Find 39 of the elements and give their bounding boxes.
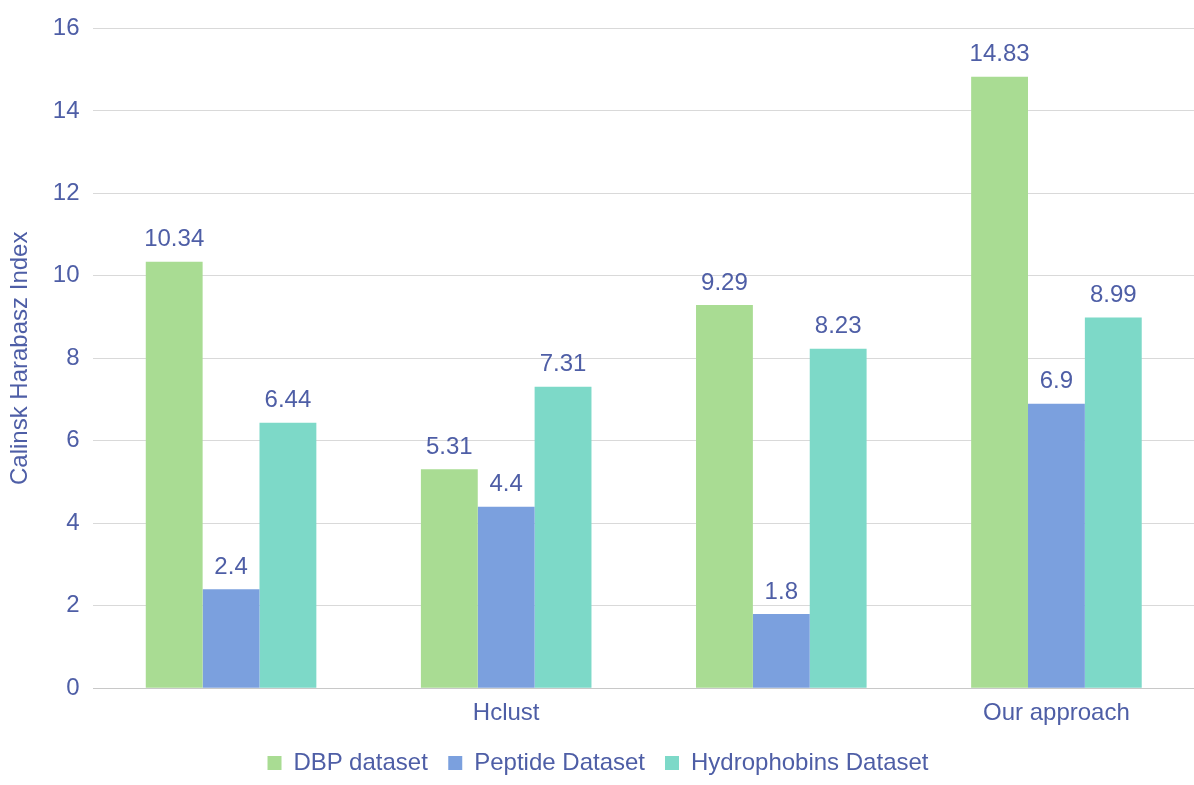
- bar: [145, 261, 203, 688]
- data-label: 2.4: [214, 551, 248, 579]
- bar: [259, 422, 317, 688]
- legend-label: Peptide Dataset: [474, 747, 646, 775]
- legend-label: DBP dataset: [293, 747, 429, 775]
- y-tick-label: 6: [66, 425, 80, 453]
- data-label: 7.31: [539, 349, 587, 377]
- data-label: 8.99: [1089, 280, 1137, 308]
- y-tick-label: 0: [66, 672, 80, 700]
- bar: [971, 76, 1029, 688]
- y-axis-title: Calinsk Harabasz Index: [5, 231, 33, 486]
- y-tick-label: 12: [52, 177, 80, 205]
- y-tick-label: 10: [52, 260, 80, 288]
- data-label: 4.4: [489, 469, 523, 497]
- data-label: 9.29: [701, 267, 748, 295]
- x-tick-label: Hclust: [472, 698, 540, 726]
- bar: [420, 469, 478, 688]
- x-tick-label: Our approach: [983, 698, 1130, 726]
- bar: [202, 589, 260, 688]
- data-label: 6.9: [1039, 366, 1074, 394]
- data-label: 5.31: [425, 431, 473, 459]
- y-tick-label: 16: [52, 13, 80, 41]
- bar: [752, 613, 810, 688]
- data-label: 8.23: [814, 311, 862, 339]
- data-label: 1.8: [764, 576, 798, 604]
- legend-label: Hydrophobins Dataset: [691, 747, 929, 775]
- data-label: 10.34: [144, 224, 205, 252]
- y-tick-label: 14: [52, 95, 80, 123]
- bar: [1028, 403, 1085, 688]
- bar: [534, 386, 592, 688]
- bar: [809, 348, 867, 688]
- y-tick-label: 4: [66, 507, 80, 535]
- data-label: 14.83: [969, 39, 1030, 67]
- bar: [1084, 317, 1142, 688]
- y-tick-label: 2: [66, 590, 80, 618]
- bar: [696, 305, 753, 688]
- bar: [477, 506, 535, 688]
- y-tick-label: 8: [66, 342, 80, 370]
- data-label: 6.44: [264, 385, 312, 413]
